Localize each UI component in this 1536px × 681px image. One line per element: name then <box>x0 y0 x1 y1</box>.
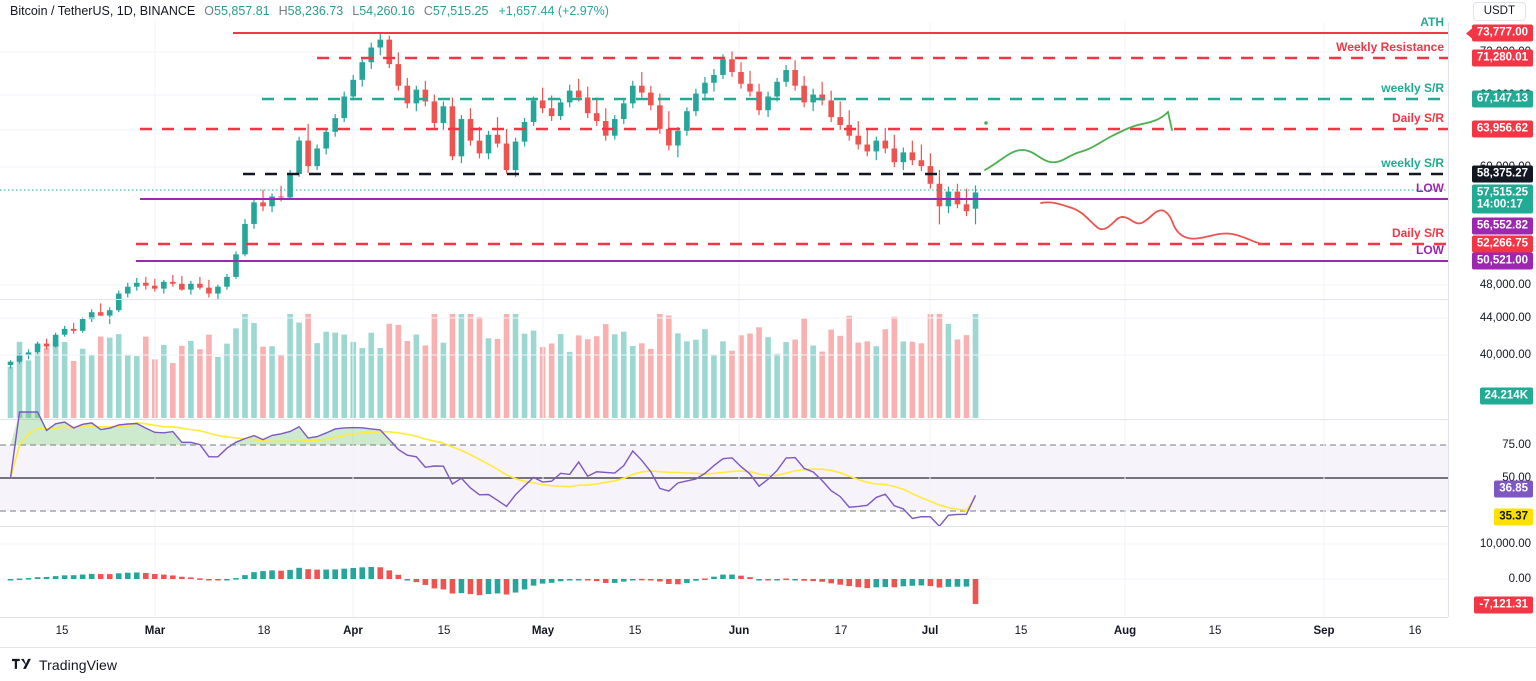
time-tick: 15 <box>55 625 69 637</box>
time-tick: 15 <box>1208 625 1222 637</box>
daily-sr-upper-tag[interactable]: 63,956.62 <box>1471 120 1533 138</box>
macd-histogram[interactable] <box>0 527 1448 617</box>
ath-line-label: ATH <box>1420 15 1444 29</box>
pane-divider-3 <box>0 526 1448 527</box>
volume-histogram[interactable] <box>0 300 1448 418</box>
time-tick: Jul <box>921 625 939 637</box>
last-price-tag-value: 57,515.25 <box>1476 186 1528 199</box>
weekly-resistance-tag[interactable]: 71,280.01 <box>1471 49 1533 67</box>
low-lower-tag[interactable]: 50,521.00 <box>1471 252 1533 270</box>
low-lower-line-label: LOW <box>1416 243 1444 257</box>
indicator-tick: 10,000.00 <box>1479 538 1531 550</box>
macd-pane[interactable] <box>0 527 1448 617</box>
volume-value-tag[interactable]: 24.214K <box>1479 387 1533 405</box>
symbol-title[interactable]: Bitcoin / TetherUS, 1D, BINANCE <box>10 4 196 18</box>
ohlc-high: H58,236.73 <box>279 4 344 18</box>
indicator-tick: 0.00 <box>1508 573 1531 585</box>
ohlc-close: C57,515.25 <box>424 4 489 18</box>
time-tick: May <box>531 625 555 637</box>
time-tick: 16 <box>1408 625 1422 637</box>
weekly-sr-black-line-label: weekly S/R <box>1381 156 1444 170</box>
time-tick: Jun <box>728 625 750 637</box>
open-key: O <box>204 4 214 18</box>
low-value: 54,260.16 <box>359 4 415 18</box>
time-tick: 18 <box>257 625 271 637</box>
currency-badge[interactable]: USDT <box>1472 2 1526 21</box>
volume-pane[interactable] <box>0 300 1448 418</box>
high-value: 58,236.73 <box>287 4 344 18</box>
price-tick: 44,000.00 <box>1479 312 1531 324</box>
time-tick: Aug <box>1113 625 1137 637</box>
time-tick: 17 <box>834 625 848 637</box>
last-price-tag-countdown: 14:00:17 <box>1476 198 1523 211</box>
rsi-pane[interactable] <box>0 411 1448 528</box>
indicator-tick: 75.00 <box>1502 439 1531 451</box>
time-tick: 15 <box>1014 625 1028 637</box>
chart-legend: Bitcoin / TetherUS, 1D, BINANCE O55,857.… <box>0 0 1536 22</box>
price-pane[interactable] <box>0 22 1448 369</box>
rsi-indicator[interactable] <box>0 411 1448 528</box>
rsi-value-tag[interactable]: 36.85 <box>1494 480 1533 498</box>
weekly-sr-line-label: weekly S/R <box>1381 81 1444 95</box>
footer-bar: TradingView <box>0 648 1536 681</box>
rsi-ma-value-tag[interactable]: 35.37 <box>1494 508 1533 526</box>
low-upper-tag[interactable]: 56,552.82 <box>1471 217 1533 235</box>
time-tick: Mar <box>144 625 166 637</box>
close-value: 57,515.25 <box>432 4 489 18</box>
low-upper-line-label: LOW <box>1416 181 1444 195</box>
ohlc-open: O55,857.81 <box>204 4 269 18</box>
candlestick-chart[interactable] <box>0 22 1448 369</box>
macd-value-tag[interactable]: -7,121.31 <box>1474 596 1533 614</box>
open-value: 55,857.81 <box>214 4 270 18</box>
ohlc-low: L54,260.16 <box>352 4 415 18</box>
daily-sr-lower-line-label: Daily S/R <box>1391 226 1444 240</box>
axis-bottom-divider <box>0 647 1536 648</box>
price-tick: 40,000.00 <box>1479 349 1531 361</box>
ath-price-tag[interactable]: 73,777.00 <box>1465 24 1533 42</box>
weekly-sr-black-tag[interactable]: 58,375.27 <box>1471 165 1533 183</box>
close-key: C <box>423 4 433 18</box>
price-tag-arrow-icon <box>1465 28 1472 38</box>
daily-sr-upper-line-label: Daily S/R <box>1391 111 1444 125</box>
time-tick: 15 <box>628 625 642 637</box>
pane-divider-1 <box>0 299 1448 300</box>
weekly-resistance-line-label: Weekly Resistance <box>1336 40 1444 54</box>
price-tick: 48,000.00 <box>1479 279 1531 291</box>
tradingview-brand-label: TradingView <box>39 656 118 673</box>
time-tick: 15 <box>437 625 451 637</box>
last-price-tag[interactable]: 57,515.25 14:00:17 <box>1471 184 1533 214</box>
time-tick: Apr <box>343 625 363 637</box>
time-tick: Sep <box>1313 625 1335 637</box>
high-key: H <box>278 4 288 18</box>
price-axis[interactable]: 72,000.0068,000.0064,000.0060,000.0048,0… <box>1448 22 1536 617</box>
tradingview-logo-icon[interactable] <box>12 655 32 675</box>
price-change: +1,657.44 (+2.97%) <box>498 4 609 18</box>
weekly-sr-green-tag[interactable]: 67,147.13 <box>1471 90 1533 108</box>
low-key: L <box>352 4 360 18</box>
time-axis[interactable]: 15 Mar 18 Apr 15 May 15 Jun 17 Jul 15 Aug 15 Sep 16 <box>0 617 1448 647</box>
daily-sr-lower-tag[interactable]: 52,266.75 <box>1471 235 1533 253</box>
pane-divider-2 <box>0 419 1448 420</box>
